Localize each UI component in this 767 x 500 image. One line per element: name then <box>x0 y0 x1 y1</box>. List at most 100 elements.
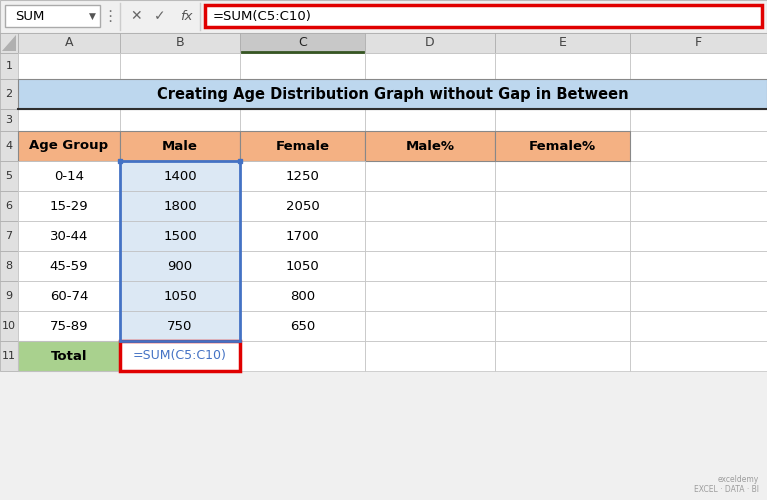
Bar <box>365 131 495 161</box>
Bar <box>495 221 630 251</box>
Text: 7: 7 <box>5 231 12 241</box>
Bar <box>0 341 18 371</box>
Bar <box>18 161 120 191</box>
Bar <box>495 33 630 53</box>
Bar <box>120 281 240 311</box>
Bar <box>630 191 767 221</box>
Text: fx: fx <box>179 10 193 23</box>
Bar <box>18 341 120 371</box>
Bar <box>240 191 365 221</box>
Text: Female: Female <box>275 140 330 152</box>
Text: Total: Total <box>51 350 87 362</box>
Bar <box>120 311 240 341</box>
Bar <box>240 161 365 191</box>
Text: ⋮: ⋮ <box>102 9 117 24</box>
Bar <box>120 341 240 371</box>
Bar <box>120 221 240 251</box>
Bar <box>120 251 240 281</box>
Bar <box>495 341 630 371</box>
Text: 1500: 1500 <box>163 230 197 242</box>
Bar <box>0 311 18 341</box>
Bar <box>18 281 120 311</box>
Bar <box>495 131 630 161</box>
Bar <box>240 221 365 251</box>
Bar <box>630 221 767 251</box>
Text: 6: 6 <box>5 201 12 211</box>
Bar <box>365 161 495 191</box>
Bar <box>120 79 240 109</box>
Text: 10: 10 <box>2 321 16 331</box>
Bar <box>365 131 495 161</box>
Bar <box>240 79 365 109</box>
Bar <box>18 311 120 341</box>
Text: 1: 1 <box>5 61 12 71</box>
Bar <box>365 311 495 341</box>
Bar <box>120 191 240 221</box>
Text: =SUM(C5:C10): =SUM(C5:C10) <box>213 10 312 23</box>
Text: F: F <box>695 36 702 50</box>
Text: Female%: Female% <box>529 140 596 152</box>
Bar <box>18 79 120 109</box>
Text: 900: 900 <box>167 260 193 272</box>
Bar <box>240 281 365 311</box>
Bar <box>0 79 18 109</box>
Bar <box>18 191 120 221</box>
Text: Male%: Male% <box>406 140 455 152</box>
Text: 15-29: 15-29 <box>50 200 88 212</box>
Bar <box>5 5 100 27</box>
Bar <box>120 341 240 371</box>
Bar <box>18 191 120 221</box>
Bar <box>495 281 630 311</box>
Text: 1050: 1050 <box>163 290 197 302</box>
Bar <box>240 341 365 371</box>
Bar <box>0 53 18 79</box>
Bar <box>365 251 495 281</box>
Bar <box>118 159 122 163</box>
Text: ✓: ✓ <box>154 10 166 24</box>
Bar <box>365 79 495 109</box>
Text: D: D <box>425 36 435 50</box>
Bar <box>120 161 240 191</box>
Bar <box>238 159 242 163</box>
Bar <box>18 33 120 53</box>
Text: ✕: ✕ <box>130 10 142 24</box>
Bar <box>18 341 120 371</box>
Bar <box>18 311 120 341</box>
Bar <box>365 221 495 251</box>
Text: 11: 11 <box>2 351 16 361</box>
Bar <box>240 311 365 341</box>
Bar <box>240 281 365 311</box>
Bar <box>240 311 365 341</box>
Bar <box>630 109 767 131</box>
Text: 750: 750 <box>167 320 193 332</box>
Bar <box>18 251 120 281</box>
Bar <box>18 53 120 79</box>
Bar <box>120 251 240 281</box>
Bar <box>0 33 18 53</box>
Text: =SUM(C5:C10): =SUM(C5:C10) <box>133 350 227 362</box>
Text: SUM: SUM <box>15 10 44 23</box>
Bar <box>240 53 365 79</box>
Bar <box>0 33 767 53</box>
Bar <box>365 109 495 131</box>
Bar <box>0 161 18 191</box>
Bar <box>120 191 240 221</box>
Bar <box>630 161 767 191</box>
Bar <box>630 79 767 109</box>
Text: 0-14: 0-14 <box>54 170 84 182</box>
Bar <box>18 109 120 131</box>
Bar <box>0 0 767 33</box>
Bar <box>630 33 767 53</box>
Bar <box>365 341 495 371</box>
Bar <box>18 79 767 109</box>
Bar <box>120 221 240 251</box>
Bar <box>120 33 240 53</box>
Text: Age Group: Age Group <box>29 140 109 152</box>
Bar <box>495 109 630 131</box>
Text: A: A <box>64 36 74 50</box>
Text: 1400: 1400 <box>163 170 197 182</box>
Bar <box>495 251 630 281</box>
Bar <box>240 131 365 161</box>
Bar <box>0 131 18 161</box>
Text: E: E <box>558 36 567 50</box>
